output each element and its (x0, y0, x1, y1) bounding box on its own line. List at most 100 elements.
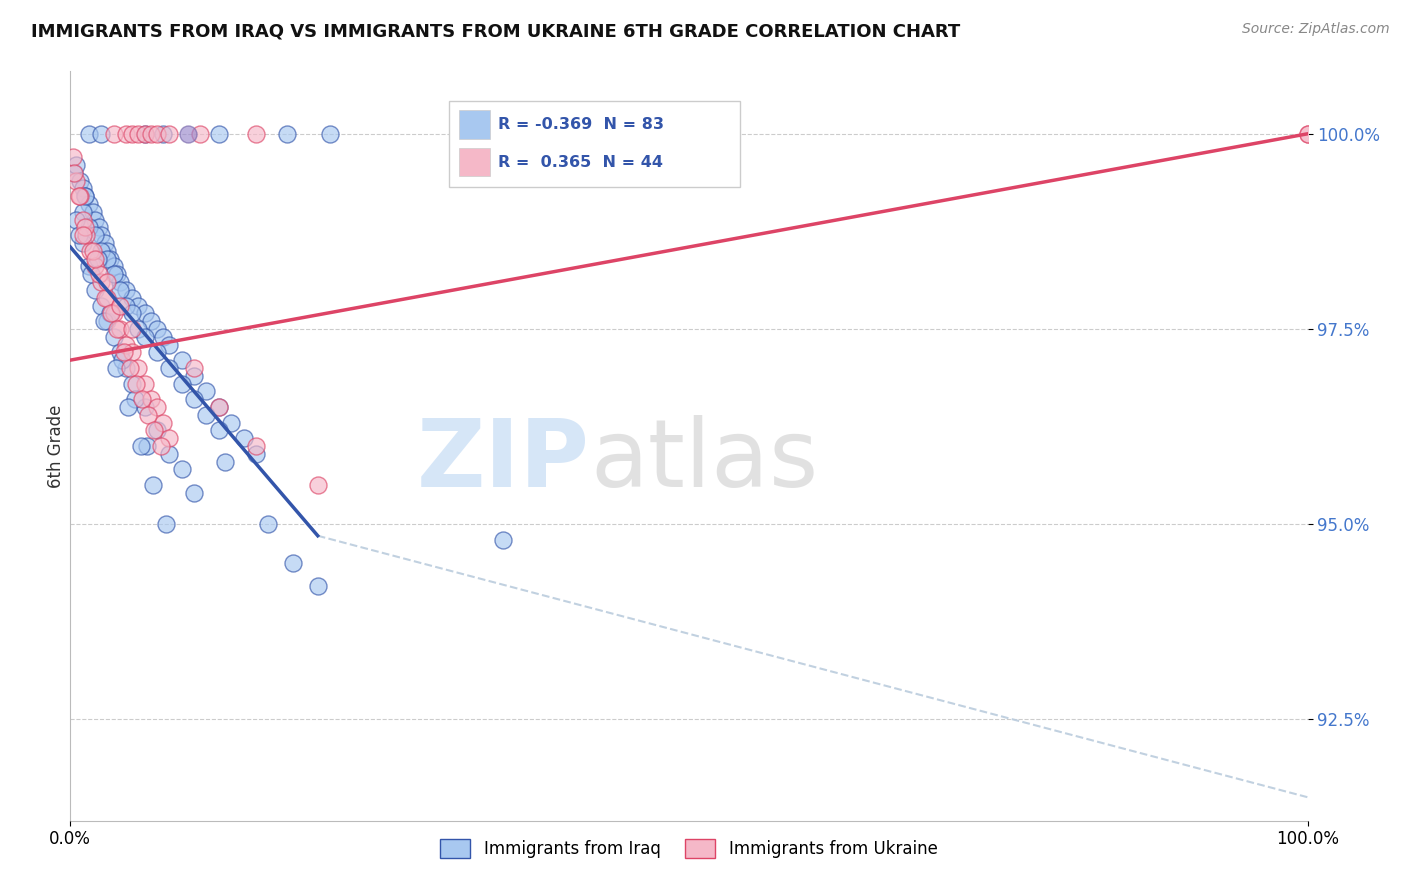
Point (105, 360, 128, 375)
Point (96, 244, 118, 258)
Point (127, 360, 149, 375)
Point (72, 228, 94, 243)
Point (125, 376, 148, 391)
Point (103, 306, 125, 320)
Point (103, 268, 125, 282)
Point (146, 400, 169, 414)
Point (103, 127, 125, 141)
Point (134, 329, 156, 343)
Point (245, 447, 267, 461)
Point (84, 212, 107, 227)
Point (72, 212, 94, 227)
Point (67, 228, 90, 243)
Point (96, 275, 118, 289)
Point (111, 353, 134, 368)
Point (121, 322, 143, 336)
Point (84, 283, 107, 297)
Point (139, 127, 162, 141)
Point (245, 127, 267, 141)
Point (93, 314, 115, 328)
Legend: Immigrants from Iraq, Immigrants from Ukraine: Immigrants from Iraq, Immigrants from Uk… (433, 832, 945, 864)
Point (98, 252, 121, 266)
Point (94, 236, 117, 251)
Text: R =  0.365  N = 44: R = 0.365 N = 44 (498, 155, 664, 170)
Point (146, 322, 169, 336)
Point (108, 275, 131, 289)
Point (188, 127, 211, 141)
Point (157, 127, 180, 141)
Point (183, 360, 205, 375)
Point (183, 485, 205, 500)
Point (134, 376, 156, 391)
Point (90, 244, 112, 258)
Point (115, 360, 138, 375)
Point (127, 322, 149, 336)
Point (82, 244, 104, 258)
Point (75, 189, 97, 203)
Point (157, 431, 180, 445)
Point (183, 392, 205, 407)
Text: ZIP: ZIP (418, 415, 591, 507)
Point (90, 275, 112, 289)
Point (152, 329, 174, 343)
Point (108, 299, 131, 313)
Point (72, 204, 94, 219)
Point (115, 299, 138, 313)
Point (65, 212, 87, 227)
Point (136, 408, 159, 422)
Point (115, 283, 138, 297)
Point (307, 478, 329, 492)
Point (63, 166, 86, 180)
Point (214, 455, 236, 469)
Point (208, 423, 231, 437)
Point (170, 462, 193, 476)
Point (276, 127, 298, 141)
Point (67, 189, 90, 203)
Point (115, 127, 138, 141)
Point (121, 127, 143, 141)
Point (117, 400, 139, 414)
Point (90, 228, 112, 243)
Point (134, 127, 156, 141)
Point (127, 299, 149, 313)
FancyBboxPatch shape (458, 111, 489, 139)
Point (307, 579, 329, 593)
Point (124, 392, 146, 407)
Point (103, 329, 125, 343)
Point (77, 127, 100, 141)
Point (129, 439, 152, 453)
Point (170, 353, 193, 368)
Point (77, 260, 100, 274)
Point (118, 360, 141, 375)
Point (152, 416, 174, 430)
Point (75, 189, 97, 203)
Y-axis label: 6th Grade: 6th Grade (46, 404, 65, 488)
Point (143, 423, 166, 437)
Point (112, 345, 135, 359)
Point (62, 150, 84, 164)
Point (281, 556, 304, 570)
Point (139, 392, 162, 407)
Point (208, 400, 231, 414)
Point (319, 127, 342, 141)
Point (108, 345, 131, 359)
Point (208, 400, 231, 414)
Point (77, 197, 100, 211)
Point (219, 416, 242, 430)
Point (257, 517, 280, 532)
Point (127, 127, 149, 141)
Point (82, 204, 104, 219)
Point (65, 173, 87, 187)
Point (108, 322, 131, 336)
Point (96, 252, 118, 266)
Point (63, 166, 86, 180)
Point (155, 517, 177, 532)
Point (146, 423, 169, 437)
Point (142, 478, 165, 492)
Point (69, 189, 91, 203)
Point (1296, 127, 1319, 141)
Point (157, 360, 180, 375)
FancyBboxPatch shape (449, 102, 740, 187)
Text: R = -0.369  N = 83: R = -0.369 N = 83 (498, 117, 665, 132)
Text: Source: ZipAtlas.com: Source: ZipAtlas.com (1241, 22, 1389, 37)
